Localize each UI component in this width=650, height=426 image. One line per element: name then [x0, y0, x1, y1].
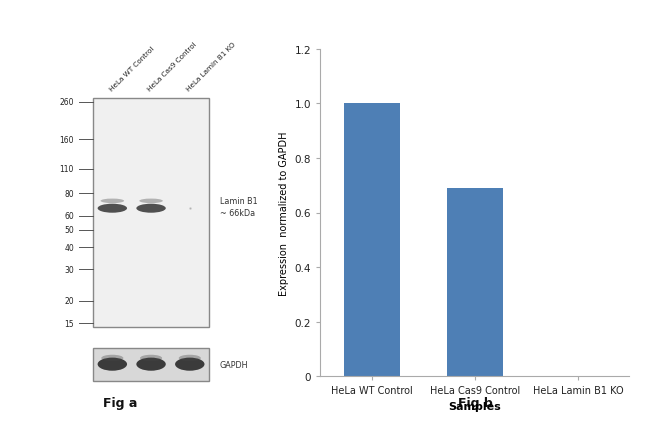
Text: 40: 40 [64, 243, 74, 252]
Ellipse shape [136, 358, 166, 371]
Text: Fig b: Fig b [458, 396, 492, 409]
Text: 15: 15 [64, 319, 74, 328]
Bar [93, 98, 209, 328]
Text: 160: 160 [60, 135, 74, 145]
Text: Fig a: Fig a [103, 396, 137, 409]
Text: 30: 30 [64, 265, 74, 274]
Ellipse shape [98, 204, 127, 213]
Text: HeLa WT Control: HeLa WT Control [108, 46, 155, 92]
Ellipse shape [179, 355, 201, 361]
Text: 80: 80 [64, 189, 74, 199]
Text: HeLa Cas9 Control: HeLa Cas9 Control [147, 41, 198, 92]
Text: GAPDH: GAPDH [220, 360, 248, 369]
Text: Lamin B1
~ 66kDa: Lamin B1 ~ 66kDa [220, 196, 257, 217]
Bar [93, 348, 209, 381]
Text: 260: 260 [60, 98, 74, 107]
Text: 50: 50 [64, 226, 74, 235]
Text: 20: 20 [64, 296, 74, 305]
Ellipse shape [101, 355, 124, 361]
Ellipse shape [101, 199, 124, 204]
Ellipse shape [140, 355, 162, 361]
Ellipse shape [136, 204, 166, 213]
Ellipse shape [98, 358, 127, 371]
Ellipse shape [175, 358, 205, 371]
Text: 60: 60 [64, 212, 74, 221]
Ellipse shape [139, 199, 163, 204]
Text: HeLa Lamin B1 KO: HeLa Lamin B1 KO [185, 41, 237, 92]
Text: 110: 110 [60, 165, 74, 174]
